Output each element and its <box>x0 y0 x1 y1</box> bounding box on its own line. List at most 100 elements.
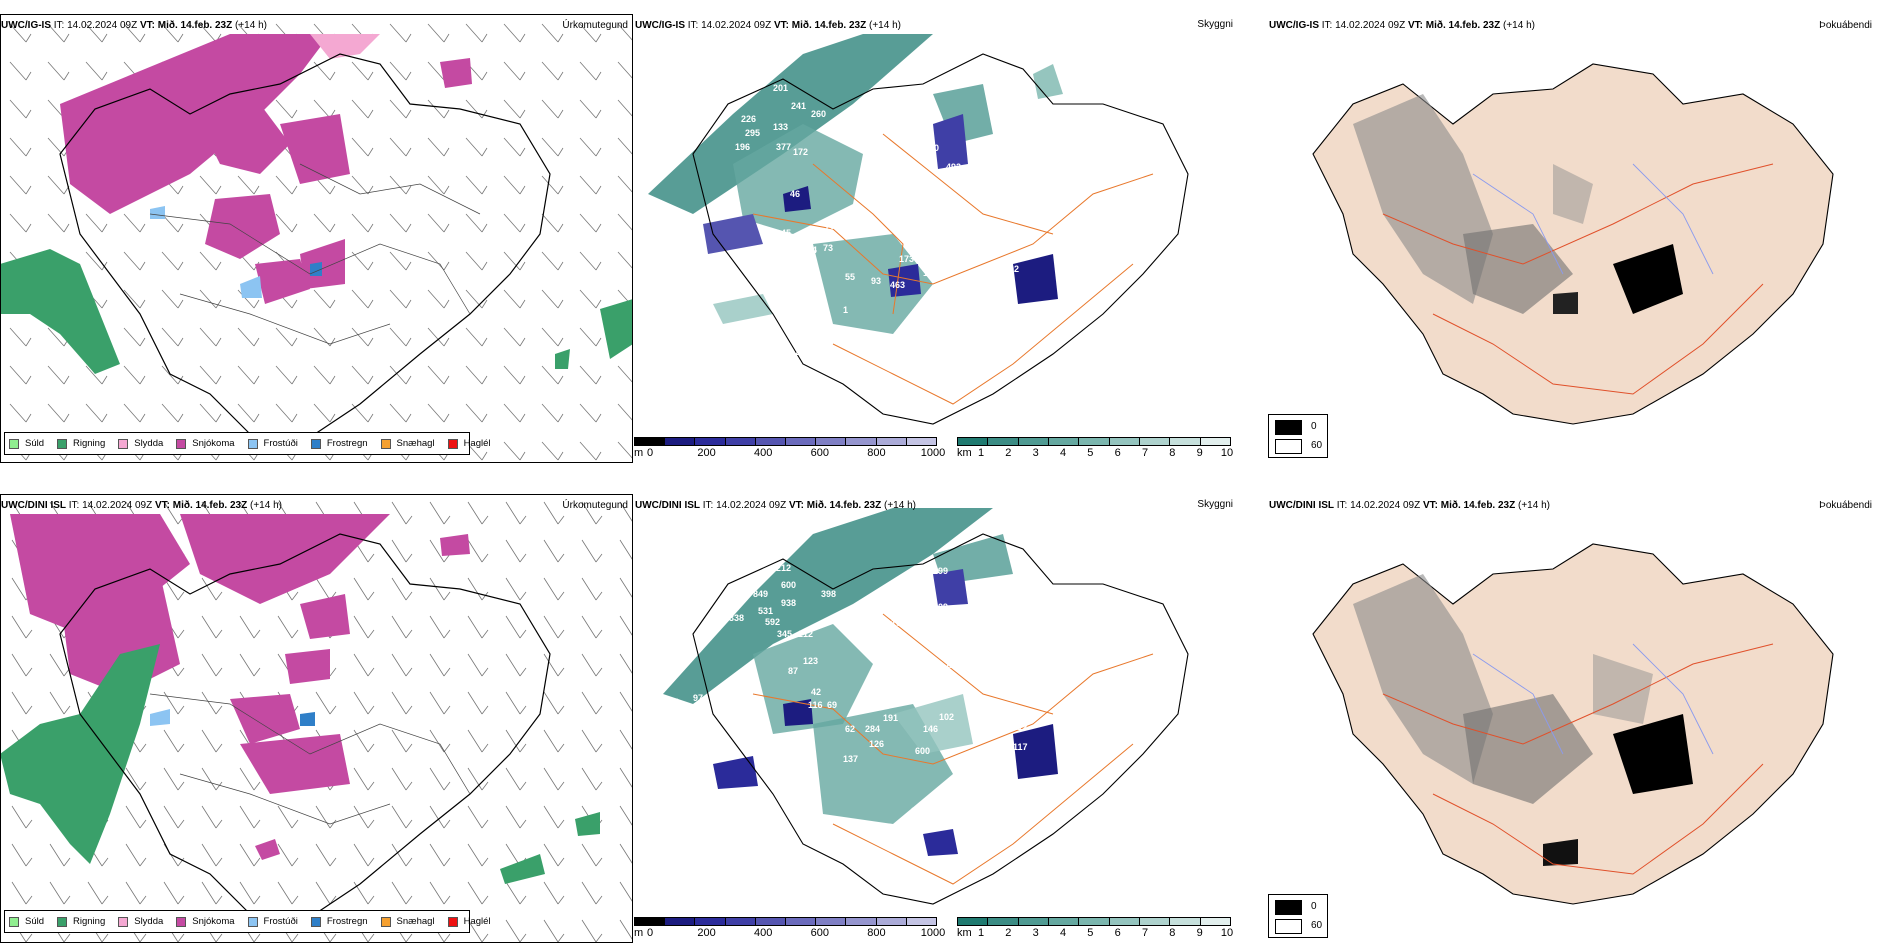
legend-item: Snæhagl <box>380 438 435 449</box>
ceiling-number: 10 <box>779 347 789 357</box>
colorbar-cell <box>786 438 817 445</box>
ceiling-number: 600 <box>915 746 930 756</box>
colorbar-cell <box>958 438 989 445</box>
colorbar-cell <box>755 918 787 925</box>
colorbar-tick: 6 <box>1114 927 1121 939</box>
ceiling-number: 260 <box>811 109 826 119</box>
it-value: 14.02.2024 09Z <box>67 20 138 31</box>
ceiling-number: 75 <box>825 221 835 231</box>
it-label: IT: <box>53 20 65 31</box>
colorbar-tick: 7 <box>1141 447 1149 459</box>
ceiling-number: 87 <box>788 666 798 676</box>
legend-item: Frostregn <box>310 438 368 449</box>
ceiling-number: 62 <box>845 724 855 734</box>
panel-title: Úrkomutegund <box>562 20 628 31</box>
visibility-colorbar: km 1 2 3 4 5 6 7 8 9 10 <box>957 437 1233 459</box>
colorbar-tick: 8 <box>1169 447 1176 459</box>
visibility-map: 201 241 260 337 226 295 133 196 377 172 … <box>648 34 1189 425</box>
colorbar-cell <box>816 438 847 445</box>
colorbar-tick: 600 <box>810 447 829 459</box>
ceiling-number: 1 <box>843 305 848 315</box>
ceiling-number: 152 <box>923 268 938 278</box>
ceiling-number: 299 <box>933 566 948 576</box>
panel-header: UWC/IG-IS IT: 14.02.2024 09Z VT: Mið. 14… <box>635 20 901 31</box>
fog-map <box>1312 63 1834 425</box>
visibility-colorbar: km 1 2 3 4 5 6 7 8 9 10 <box>957 917 1233 939</box>
ceiling-number: 39 <box>911 806 921 816</box>
ceiling-number: 97 <box>693 693 703 703</box>
ceiling-number: 146 <box>923 724 938 734</box>
ceiling-number: 295 <box>745 128 760 138</box>
colorbar-unit: km <box>957 927 972 939</box>
legend-item: Haglél <box>447 916 491 927</box>
colorbar-cell <box>1170 438 1201 445</box>
colorbar-tick: 10 <box>1220 927 1233 939</box>
precip-legend: Súld Rigning Slydda Snjókoma Frostúði Fr… <box>4 910 491 933</box>
colorbar-tick: 200 <box>697 447 716 459</box>
colorbar-cell <box>695 918 726 925</box>
colorbar-tick: 4 <box>1059 927 1067 939</box>
ceiling-number: 73 <box>823 243 833 253</box>
legend-item: Súld <box>9 438 44 449</box>
ceiling-number: 46 <box>790 189 800 199</box>
ceiling-number: 110 <box>938 246 953 256</box>
visibility-map: 212 299 188 849 600 398 338 938 339 261 … <box>663 508 1189 905</box>
colorbar-cell <box>1048 918 1080 925</box>
ceiling-number: 137 <box>843 754 858 764</box>
fog-legend: 0 60 <box>1268 414 1328 458</box>
panel-title: Úrkomutegund <box>562 500 628 511</box>
colorbar-cell <box>1200 918 1230 925</box>
visibility-panel-1: 201 241 260 337 226 295 133 196 377 172 … <box>633 14 1233 463</box>
panel-title: Þokuábendi <box>1819 20 1872 31</box>
ceiling-colorbar: m 0 200 400 600 800 1000 <box>634 917 945 939</box>
ceiling-number: 600 <box>781 580 796 590</box>
colorbar-tick: 9 <box>1196 447 1203 459</box>
legend-item: Rigning <box>57 438 105 449</box>
ceiling-number: 45 <box>781 228 791 238</box>
colorbar-tick: 2 <box>1005 927 1012 939</box>
precip-type-panel-2: UWC/DINI ISL IT: 14.02.2024 09Z VT: Mið.… <box>0 494 633 943</box>
ceiling-number: 133 <box>773 122 788 132</box>
ceiling-number: 173 <box>899 254 914 264</box>
ceiling-number: 339 <box>877 595 892 605</box>
colorbar-tick: 1000 <box>920 447 946 459</box>
ceiling-number: 10 <box>929 143 939 153</box>
ceiling-number: 183 <box>895 125 910 135</box>
ceiling-number: 226 <box>741 114 756 124</box>
ceiling-number: 188 <box>733 590 748 600</box>
ceiling-number: 164 <box>891 618 906 628</box>
colorbar-tick: 4 <box>1059 447 1067 459</box>
colorbar-tick: 7 <box>1141 927 1149 939</box>
ceiling-number: 115 <box>945 660 960 670</box>
precip-legend: Súld Rigning Slydda Snjókoma Frostúði Fr… <box>4 432 491 455</box>
ceiling-number: 55 <box>845 272 855 282</box>
ceiling-number: 117 <box>1013 742 1028 752</box>
ceiling-number: 398 <box>821 589 836 599</box>
colorbar-cell <box>1170 918 1201 925</box>
ceiling-number: 377 <box>776 142 791 152</box>
colorbar-tick: 0 <box>646 927 654 939</box>
colorbar-tick: 400 <box>754 447 773 459</box>
ceiling-number: 123 <box>803 656 818 666</box>
colorbar-cell <box>635 438 666 445</box>
ceiling-number: 345 <box>777 629 792 639</box>
legend-item: Frostregn <box>310 916 368 927</box>
colorbar-cell <box>988 438 1019 445</box>
ceiling-number: 201 <box>773 83 788 93</box>
colorbar-tick: 5 <box>1087 927 1094 939</box>
ceiling-number: 88 <box>933 817 943 827</box>
precip-map <box>0 14 633 463</box>
colorbar-tick: 3 <box>1032 447 1039 459</box>
colorbar-tick: 1 <box>977 447 985 459</box>
colorbar-cell <box>1018 918 1049 925</box>
model-name: UWC/IG-IS <box>1 20 51 31</box>
ceiling-number: 112 <box>1013 722 1028 732</box>
legend-item: Slydda <box>118 916 163 927</box>
colorbar-cell <box>906 438 937 445</box>
colorbar-tick: 1 <box>977 927 985 939</box>
fog-map <box>1312 543 1834 905</box>
ceiling-number: 261 <box>899 605 914 615</box>
colorbar-tick: 10 <box>1220 447 1233 459</box>
colorbar-cell <box>665 438 696 445</box>
visibility-panel-2: 212 299 188 849 600 398 338 938 339 261 … <box>633 494 1233 943</box>
